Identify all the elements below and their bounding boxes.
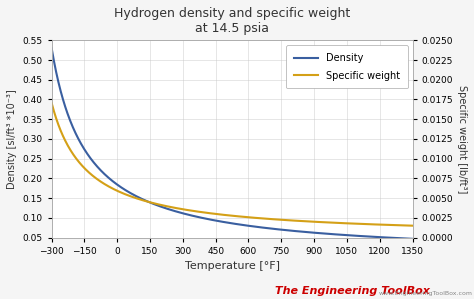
Density (360, 234, 365, 238)
Density (322, 232, 328, 235)
Specific weight (360, 222, 365, 226)
Density (268, 227, 273, 230)
Specific weight (258, 216, 264, 220)
Legend: Density, Specific weight: Density, Specific weight (286, 45, 408, 89)
Y-axis label: Density [sl/ft³ *10⁻³]: Density [sl/ft³ *10⁻³] (7, 89, 17, 189)
Specific weight (268, 217, 273, 221)
Density (258, 226, 264, 229)
Specific weight (71, 153, 77, 157)
Density (279, 228, 284, 231)
Density (49, 46, 55, 50)
Text: www.EngineeringToolBox.com: www.EngineeringToolBox.com (379, 291, 473, 296)
Density (410, 237, 415, 241)
Specific weight (410, 224, 415, 228)
Line: Specific weight: Specific weight (52, 103, 412, 226)
Text: The Engineering ToolBox: The Engineering ToolBox (275, 286, 430, 296)
X-axis label: Temperature [°F]: Temperature [°F] (184, 261, 280, 271)
Y-axis label: Specific weight [lb/ft³]: Specific weight [lb/ft³] (457, 85, 467, 193)
Specific weight (49, 101, 55, 105)
Density (71, 127, 77, 131)
Line: Density: Density (52, 48, 412, 239)
Title: Hydrogen density and specific weight
at 14.5 psia: Hydrogen density and specific weight at … (114, 7, 350, 35)
Specific weight (279, 218, 284, 222)
Specific weight (322, 221, 328, 224)
